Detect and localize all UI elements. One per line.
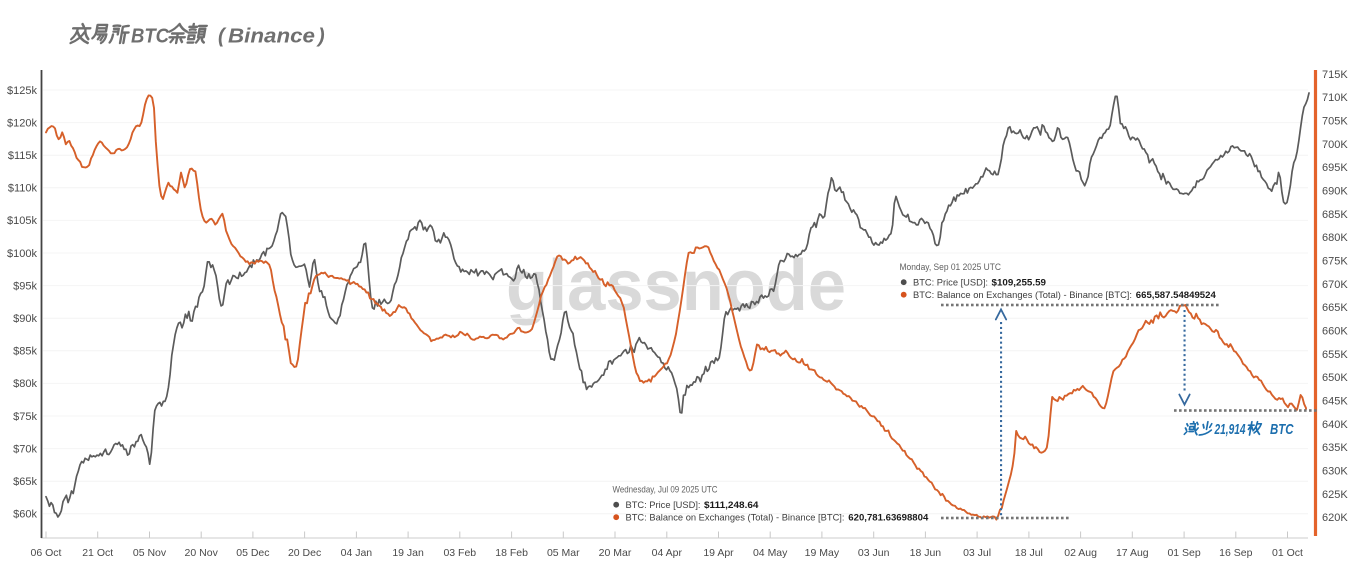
svg-text:04 May: 04 May	[753, 547, 788, 559]
svg-text:20 Dec: 20 Dec	[288, 547, 321, 559]
svg-text:06 Oct: 06 Oct	[31, 547, 62, 559]
svg-text:$75k: $75k	[13, 411, 37, 423]
svg-text:$95k: $95k	[13, 280, 37, 292]
svg-text:620,781.63698804: 620,781.63698804	[848, 513, 929, 524]
svg-text:05 Dec: 05 Dec	[236, 547, 269, 559]
svg-text:695K: 695K	[1322, 162, 1348, 174]
svg-text:$125k: $125k	[7, 85, 37, 97]
svg-text:630K: 630K	[1322, 466, 1348, 478]
svg-text:BTC: Balance on Exchanges (Tot: BTC: Balance on Exchanges (Total) - Bina…	[626, 513, 845, 524]
svg-text:670K: 670K	[1322, 279, 1348, 291]
svg-text:04 Jan: 04 Jan	[341, 547, 373, 559]
svg-text:02 Aug: 02 Aug	[1064, 547, 1097, 559]
svg-text:680K: 680K	[1322, 232, 1348, 244]
svg-text:$70k: $70k	[13, 443, 37, 455]
svg-text:21,914: 21,914	[1214, 421, 1246, 438]
svg-text:$85k: $85k	[13, 346, 37, 358]
svg-text:Binance: Binance	[228, 26, 315, 48]
svg-text:16 Sep: 16 Sep	[1219, 547, 1252, 559]
svg-text:18 Jun: 18 Jun	[910, 547, 942, 559]
svg-text:$105k: $105k	[7, 215, 37, 227]
svg-text:660K: 660K	[1322, 326, 1348, 338]
svg-text:Monday, Sep 01 2025 UTC: Monday, Sep 01 2025 UTC	[900, 262, 1002, 273]
svg-text:Wednesday, Jul 09 2025 UTC: Wednesday, Jul 09 2025 UTC	[613, 485, 718, 496]
svg-text:03 Jul: 03 Jul	[963, 547, 991, 559]
svg-text:$65k: $65k	[13, 476, 37, 488]
svg-text:05 Nov: 05 Nov	[133, 547, 167, 559]
svg-text:620K: 620K	[1322, 512, 1348, 524]
svg-text:$90k: $90k	[13, 313, 37, 325]
svg-text:BTC: Price [USD]:: BTC: Price [USD]:	[626, 500, 701, 511]
svg-text:BTC: Balance on Exchanges (Tot: BTC: Balance on Exchanges (Total) - Bina…	[913, 290, 1132, 301]
svg-text:640K: 640K	[1322, 419, 1348, 431]
svg-text:$109,255.59: $109,255.59	[992, 278, 1047, 289]
svg-text:): )	[316, 26, 325, 48]
svg-text:$80k: $80k	[13, 378, 37, 390]
svg-text:650K: 650K	[1322, 372, 1348, 384]
svg-text:18 Feb: 18 Feb	[495, 547, 528, 559]
svg-text:05 Mar: 05 Mar	[547, 547, 580, 559]
svg-text:$110k: $110k	[8, 183, 38, 195]
svg-text:$60k: $60k	[13, 509, 37, 521]
svg-text:635K: 635K	[1322, 442, 1348, 454]
svg-text:BTC: BTC	[1270, 421, 1294, 438]
svg-text:$115k: $115k	[8, 150, 38, 162]
svg-text:675K: 675K	[1322, 256, 1348, 268]
svg-text:710K: 710K	[1322, 92, 1348, 104]
svg-text:665K: 665K	[1322, 302, 1348, 314]
svg-text:17 Aug: 17 Aug	[1116, 547, 1149, 559]
svg-text:685K: 685K	[1322, 209, 1348, 221]
svg-text:690K: 690K	[1322, 186, 1348, 198]
svg-text:705K: 705K	[1322, 116, 1348, 128]
svg-text:20 Nov: 20 Nov	[185, 547, 219, 559]
svg-text:645K: 645K	[1322, 396, 1348, 408]
svg-text:$100k: $100k	[7, 248, 37, 260]
svg-text:625K: 625K	[1322, 489, 1348, 501]
svg-text:19 Jan: 19 Jan	[392, 547, 424, 559]
svg-text:BTC: Price [USD]:: BTC: Price [USD]:	[913, 278, 988, 289]
svg-text:$120k: $120k	[7, 117, 37, 129]
svg-text:700K: 700K	[1322, 139, 1348, 151]
svg-text:655K: 655K	[1322, 349, 1348, 361]
svg-text:21 Oct: 21 Oct	[82, 547, 113, 559]
svg-text:665,587.54849524: 665,587.54849524	[1136, 290, 1217, 301]
svg-text:03 Jun: 03 Jun	[858, 547, 890, 559]
svg-text:19 May: 19 May	[805, 547, 840, 559]
svg-text:19 Apr: 19 Apr	[703, 547, 734, 559]
svg-text:$111,248.64: $111,248.64	[704, 500, 759, 511]
svg-text:01 Sep: 01 Sep	[1167, 547, 1200, 559]
svg-text:(: (	[218, 26, 227, 48]
svg-text:20 Mar: 20 Mar	[599, 547, 632, 559]
svg-text:04 Apr: 04 Apr	[652, 547, 683, 559]
svg-text:01 Oct: 01 Oct	[1272, 547, 1303, 559]
svg-text:03 Feb: 03 Feb	[443, 547, 476, 559]
svg-text:715K: 715K	[1322, 69, 1348, 81]
svg-text:BTC: BTC	[131, 26, 170, 48]
svg-text:18 Jul: 18 Jul	[1015, 547, 1043, 559]
